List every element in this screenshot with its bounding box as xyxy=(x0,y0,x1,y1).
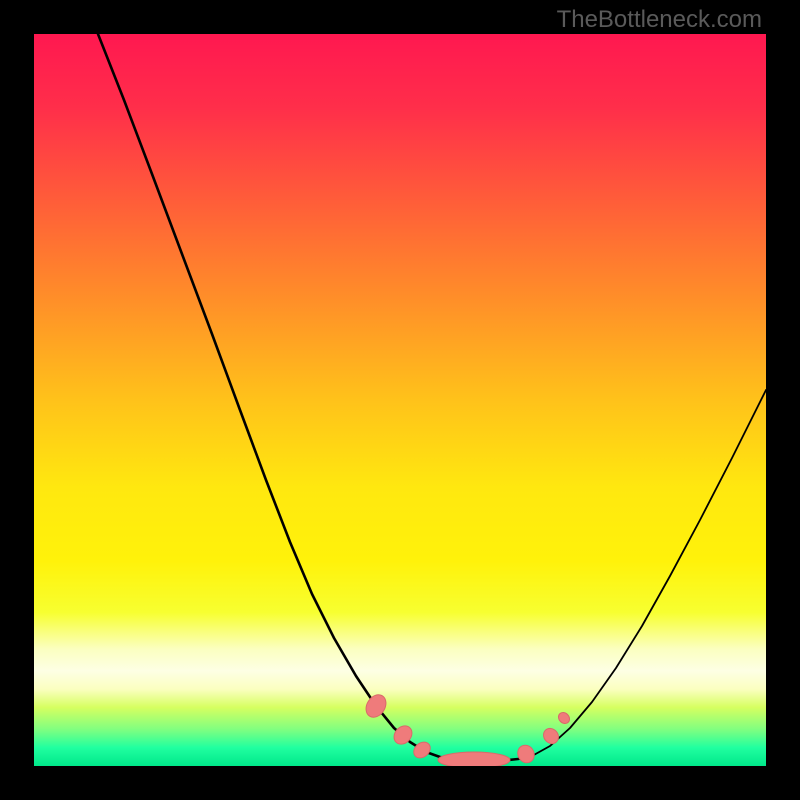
chart-svg xyxy=(0,0,800,800)
chart-stage: TheBottleneck.com xyxy=(0,0,800,800)
gradient-background xyxy=(34,34,766,766)
watermark-text: TheBottleneck.com xyxy=(557,6,762,34)
valley-marker-3 xyxy=(438,752,510,768)
